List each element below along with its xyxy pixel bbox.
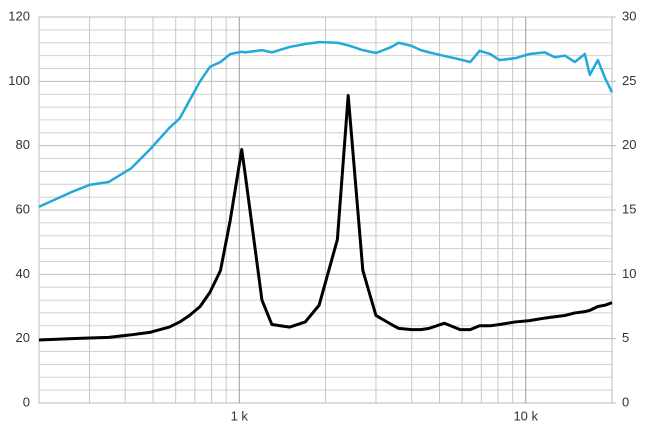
y2-tick-label: 0 bbox=[622, 394, 629, 409]
y2-tick-label: 15 bbox=[622, 201, 636, 216]
y-tick-label: 100 bbox=[8, 73, 30, 88]
y2-tick-label: 5 bbox=[622, 330, 629, 345]
x-tick-label: 1 k bbox=[231, 408, 249, 423]
series-line bbox=[38, 40, 614, 208]
y2-tick-label: 20 bbox=[622, 137, 636, 152]
series-line bbox=[38, 93, 613, 342]
y2-tick-label: 30 bbox=[622, 8, 636, 23]
y-tick-label: 0 bbox=[23, 394, 30, 409]
y-tick-label: 20 bbox=[16, 330, 30, 345]
y2-tick-label: 25 bbox=[622, 73, 636, 88]
y-tick-label: 60 bbox=[16, 201, 30, 216]
y-tick-label: 80 bbox=[16, 137, 30, 152]
y2-tick-label: 10 bbox=[622, 266, 636, 281]
y-tick-label: 40 bbox=[16, 266, 30, 281]
x-tick-label: 10 k bbox=[513, 408, 538, 423]
y-tick-label: 120 bbox=[8, 8, 30, 23]
